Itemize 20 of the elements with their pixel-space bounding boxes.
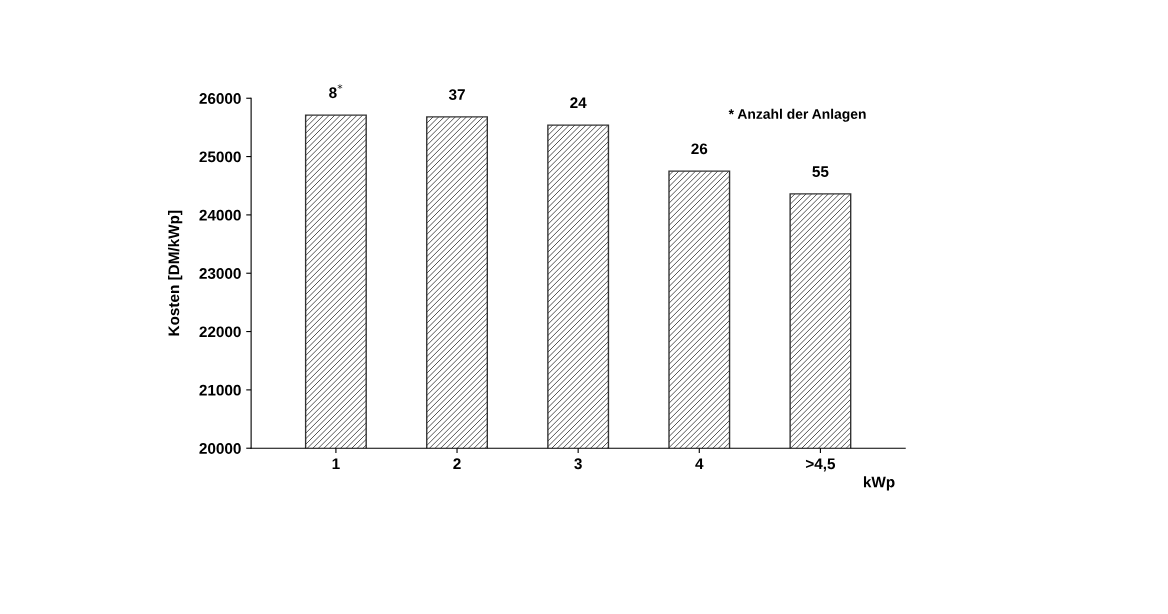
annotation: 37	[448, 89, 465, 101]
annotation: 24	[570, 97, 587, 109]
annotation: * Anzahl der Anlagen	[728, 108, 866, 122]
x-tick-label: >4,5	[805, 458, 836, 472]
y-tick-label: 24000	[199, 209, 241, 221]
annotation: 55	[812, 166, 829, 177]
y-tick-label: 20000	[199, 443, 241, 454]
y-tick-label: 25000	[199, 151, 241, 163]
y-tick-label: 21000	[199, 384, 241, 396]
y-tick-label: 23000	[199, 268, 241, 279]
x-tick-label: 2	[453, 458, 461, 470]
y-axis-title: Kosten [DM/kWp]	[168, 210, 183, 336]
x-axis-title: kWp	[863, 476, 895, 491]
annotation: 8$^{*}$	[329, 84, 343, 99]
x-tick-label: 4	[695, 458, 704, 470]
x-tick-label: 1	[332, 458, 340, 470]
y-tick-label: 22000	[199, 326, 241, 338]
y-tick-label: 26000	[199, 93, 241, 104]
annotation: 26	[691, 143, 708, 155]
x-tick-label: 3	[574, 458, 582, 470]
